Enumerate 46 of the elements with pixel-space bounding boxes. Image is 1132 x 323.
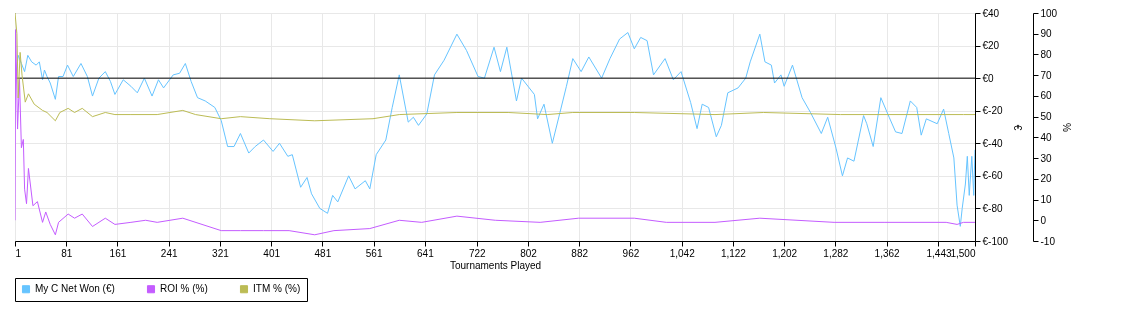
y-tick-label: €20 [982, 40, 1000, 52]
x-tick-label: 81 [61, 247, 73, 259]
y-tick-label: €-40 [982, 137, 1003, 149]
y2-tick-label: 90 [1040, 28, 1053, 40]
y2-tick-label: 10 [1040, 194, 1053, 206]
x-tick-label: 1,202 [772, 247, 798, 259]
x-tick-label: 1,042 [669, 247, 696, 259]
x-tick-label: 1 [15, 247, 22, 259]
x-tick-label: 161 [109, 247, 127, 259]
y-tick-label: €40 [982, 7, 1000, 19]
x-tick-label: 1,443 [926, 247, 952, 259]
x-tick-label: 802 [520, 247, 538, 259]
x-tick-label: 882 [571, 247, 589, 259]
y2-tick-label: 40 [1040, 131, 1053, 143]
x-tick-label: 722 [468, 247, 487, 259]
y2-tick-label: 100 [1040, 7, 1058, 19]
x-tick-label: 1,362 [874, 247, 901, 259]
y-tick-label: €-80 [982, 202, 1003, 214]
legend-label: ITM % (%) [253, 283, 301, 295]
y2-axis-title: % [1061, 123, 1073, 133]
y2-tick-label: 70 [1040, 69, 1053, 81]
legend-label: ROI % (%) [160, 283, 208, 295]
y2-tick-label: 0 [1040, 214, 1047, 226]
x-tick-label: 561 [365, 247, 383, 259]
y2-tick-label: -10 [1040, 235, 1056, 247]
x-tick-label: 962 [622, 247, 640, 259]
y-tick-label: €-20 [982, 105, 1003, 117]
y2-tick-label: 30 [1040, 152, 1053, 164]
x-tick-label: 241 [160, 247, 178, 259]
x-tick-label: 1,282 [823, 247, 849, 259]
x-tick-label: 641 [417, 247, 435, 259]
legend-label: My C Net Won (€) [35, 283, 115, 295]
x-tick-label: 321 [212, 247, 230, 259]
y-tick-label: €-100 [982, 235, 1009, 247]
y-tick-label: €0 [982, 72, 995, 84]
y-axis-title: € [1012, 124, 1024, 131]
x-tick-label: 481 [314, 247, 332, 259]
y2-tick-label: 50 [1040, 111, 1053, 123]
x-axis-title: Tournaments Played [449, 259, 542, 271]
y2-tick-label: 20 [1040, 173, 1053, 185]
x-tick-label: 401 [263, 247, 281, 259]
x-tick-label: 1,500 [950, 247, 976, 259]
y2-tick-label: 80 [1040, 48, 1053, 60]
y2-tick-label: 60 [1040, 90, 1053, 102]
y-tick-label: €-60 [982, 170, 1003, 182]
x-tick-label: 1,122 [720, 247, 747, 259]
